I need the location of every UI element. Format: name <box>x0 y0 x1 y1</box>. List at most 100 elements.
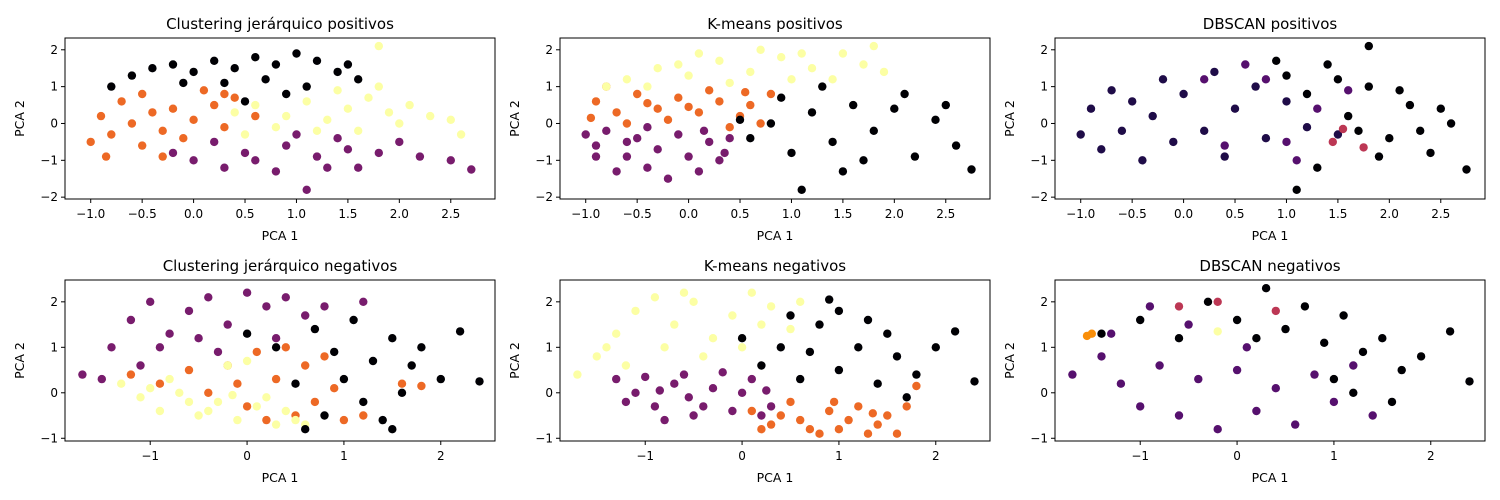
data-point <box>728 311 737 320</box>
data-point <box>339 415 349 425</box>
data-point <box>737 388 747 397</box>
data-point <box>883 329 892 338</box>
data-point <box>622 119 632 128</box>
data-point <box>825 406 834 416</box>
data-point <box>1292 185 1301 194</box>
data-point <box>282 89 291 99</box>
data-point <box>1445 327 1455 336</box>
data-point <box>384 108 394 117</box>
data-point <box>301 425 310 434</box>
x-tick-label: 0 <box>1233 449 1241 463</box>
data-point <box>1313 163 1322 172</box>
axes-frame <box>64 279 496 442</box>
y-axis-label: PCA 2 <box>1002 100 1017 137</box>
x-tick-label: 1 <box>835 449 843 463</box>
data-point <box>175 388 184 397</box>
data-point <box>165 329 174 338</box>
data-point <box>1313 104 1322 113</box>
data-point <box>1087 329 1097 338</box>
data-point <box>189 115 198 125</box>
data-point <box>1261 284 1271 293</box>
data-point <box>670 320 679 329</box>
x-axis-label: PCA 1 <box>1252 228 1289 243</box>
data-point <box>189 67 198 77</box>
data-point <box>1281 324 1290 334</box>
data-point <box>223 320 232 329</box>
data-point <box>1349 388 1358 397</box>
data-point <box>725 123 734 132</box>
data-point <box>320 302 329 311</box>
x-tick-label: 1 <box>1330 449 1338 463</box>
data-point <box>407 361 416 370</box>
x-tick-label: 1.5 <box>338 207 357 221</box>
data-point <box>849 100 858 110</box>
axes-frame <box>64 37 496 200</box>
x-tick-label: 0 <box>738 449 746 463</box>
data-point <box>660 415 669 425</box>
data-point <box>323 163 332 172</box>
data-point <box>1184 320 1193 329</box>
data-point <box>766 119 776 128</box>
data-point <box>859 60 868 69</box>
x-tick-label: 0.0 <box>679 207 698 221</box>
data-point <box>950 327 960 336</box>
data-point <box>931 115 940 125</box>
data-point <box>1329 397 1339 407</box>
data-point <box>1405 100 1415 110</box>
data-point <box>725 78 734 88</box>
data-point <box>1323 60 1332 69</box>
data-point <box>1148 111 1157 121</box>
data-point <box>204 388 213 397</box>
data-point <box>301 361 310 370</box>
data-point <box>343 104 353 113</box>
data-point <box>757 361 766 370</box>
data-point <box>302 97 311 106</box>
data-point <box>101 152 111 161</box>
x-tick-label: 2.0 <box>1380 207 1399 221</box>
data-point <box>715 156 724 165</box>
data-point <box>641 372 650 382</box>
data-point <box>1232 315 1242 325</box>
data-point <box>252 347 261 357</box>
data-point <box>757 411 766 420</box>
data-point <box>631 388 640 397</box>
data-point <box>1203 297 1213 306</box>
data-point <box>417 381 426 391</box>
x-tick-label: 1.5 <box>1328 207 1347 221</box>
data-point <box>168 60 178 69</box>
x-tick-label: 0.5 <box>1225 207 1244 221</box>
data-point <box>262 393 271 402</box>
data-point <box>252 402 261 411</box>
data-point <box>1349 361 1358 370</box>
data-point <box>828 75 837 84</box>
data-point <box>699 402 708 411</box>
data-point <box>1107 86 1116 95</box>
x-tick-label: 2.5 <box>1431 207 1450 221</box>
data-point <box>655 386 664 395</box>
data-point <box>310 324 320 334</box>
data-point <box>684 393 693 402</box>
data-point <box>210 56 219 65</box>
x-tick-label: 2 <box>437 449 445 463</box>
data-point <box>1328 137 1338 147</box>
data-point <box>242 402 252 411</box>
data-point <box>349 315 358 325</box>
data-point <box>354 75 363 84</box>
data-point <box>1271 384 1281 393</box>
data-point <box>747 288 756 297</box>
data-point <box>126 315 136 325</box>
data-point <box>148 108 157 117</box>
data-point <box>146 384 155 393</box>
data-point <box>138 89 147 99</box>
data-point <box>107 82 116 91</box>
data-point <box>1385 134 1394 143</box>
data-point <box>1194 374 1203 384</box>
data-point <box>330 384 339 393</box>
data-point <box>670 379 679 388</box>
data-point <box>291 379 300 388</box>
data-point <box>741 88 750 97</box>
x-tick-label: −0.5 <box>1118 207 1147 221</box>
data-point <box>1282 71 1291 80</box>
data-point <box>1097 352 1106 361</box>
x-tick-label: −1 <box>1131 449 1149 463</box>
